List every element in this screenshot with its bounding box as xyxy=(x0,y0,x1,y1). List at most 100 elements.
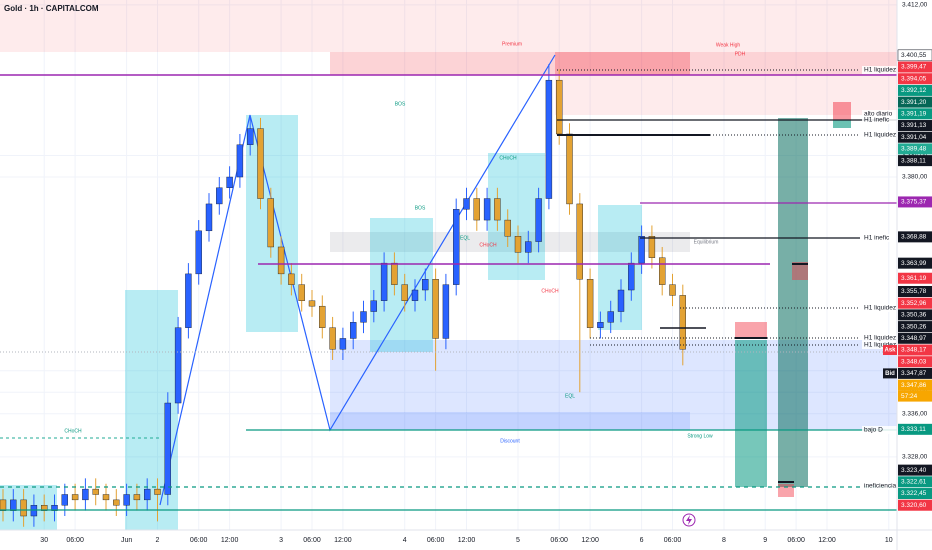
side-tag xyxy=(883,368,897,379)
line-label: H1 liquidez xyxy=(864,305,896,312)
x-tick-label: 5 xyxy=(516,537,520,544)
candle-body xyxy=(246,128,254,145)
zone xyxy=(778,484,794,497)
line-label: H1 liquidez xyxy=(864,67,896,74)
candle-body xyxy=(164,402,172,495)
price-tag-label: 3.322,61 xyxy=(901,479,927,486)
side-label: Bid xyxy=(885,371,895,377)
annotation: BOS xyxy=(415,205,426,211)
annotation: BOS xyxy=(395,101,406,107)
annotation: Equilibrium xyxy=(694,239,719,245)
price-tag xyxy=(898,84,932,96)
x-tick-label: 06:00 xyxy=(664,537,682,544)
line-label: H1 liquidez xyxy=(864,335,896,342)
price-tag xyxy=(898,488,932,500)
candle-body xyxy=(391,262,398,285)
candle-body xyxy=(216,187,223,205)
y-tick-label: 3.412,00 xyxy=(902,2,928,9)
line-label: alto diario xyxy=(864,111,893,118)
line-label-bg xyxy=(862,334,897,342)
price-tag xyxy=(898,423,932,435)
side-tag xyxy=(883,344,897,355)
price-tag-label: 3.348,03 xyxy=(901,358,927,365)
x-tick-label: 06:00 xyxy=(66,537,84,544)
price-tag xyxy=(898,108,932,120)
candle-body xyxy=(288,273,295,285)
candle-body xyxy=(174,327,182,404)
price-tag xyxy=(898,143,932,155)
line-label: ineficiencia D xyxy=(864,483,903,490)
x-tick-label: 30 xyxy=(40,537,48,544)
zone xyxy=(0,0,897,52)
candle-body xyxy=(525,241,532,253)
candle-body xyxy=(319,305,326,328)
candle-body xyxy=(226,176,233,188)
price-tag-label: 3.400,55 xyxy=(901,52,927,59)
x-tick-label: Jun xyxy=(121,537,132,544)
annotation: Weak High xyxy=(716,42,741,48)
price-tag xyxy=(898,257,932,269)
zone xyxy=(555,52,690,75)
price-tag-label: 3.322,45 xyxy=(901,490,927,497)
event-icon-bolt xyxy=(686,515,692,525)
chart-title: Gold · 1h · CAPITALCOM xyxy=(4,4,99,13)
candle-body xyxy=(205,203,213,232)
candle-body xyxy=(679,295,686,350)
annotation: PDH xyxy=(735,51,746,57)
candle-body xyxy=(442,284,450,339)
price-tag-label: 3.368,88 xyxy=(901,234,927,241)
line-label-bg xyxy=(862,426,897,434)
zone xyxy=(330,52,897,75)
candle-body xyxy=(648,236,656,258)
line-label: bajo D xyxy=(864,427,883,434)
price-tag-label: 3.350,36 xyxy=(901,312,927,319)
price-tag xyxy=(898,196,932,208)
price-tag-label: 3.361,19 xyxy=(901,275,927,282)
annotation: CHoCH xyxy=(479,242,497,248)
candle-body xyxy=(113,499,120,506)
annotation: Premium xyxy=(502,41,522,47)
x-tick-label: 12:00 xyxy=(581,537,599,544)
line-label-bg xyxy=(862,116,897,124)
price-tag xyxy=(898,321,932,333)
price-tag-label: 3.355,78 xyxy=(901,288,927,295)
zone xyxy=(330,412,690,430)
candle-body xyxy=(143,488,151,501)
price-tag xyxy=(898,155,932,167)
x-tick-label: 4 xyxy=(403,537,407,544)
price-tag xyxy=(898,96,932,108)
candle-body xyxy=(51,505,58,511)
candle-body xyxy=(102,494,110,501)
price-tag xyxy=(898,297,932,309)
x-tick-label: 06:00 xyxy=(303,537,321,544)
lines-layer: Premium Weak High PDH BOS BOS CHoCH EQL CHoCH CH… xyxy=(0,41,903,511)
y-tick-label: 3.336,00 xyxy=(902,410,928,417)
candle-body xyxy=(82,488,89,501)
structure-line xyxy=(159,54,556,506)
zone xyxy=(330,232,690,252)
candle-body xyxy=(370,300,377,312)
candle-body xyxy=(566,133,573,205)
price-tag-label: 3.392,12 xyxy=(901,87,927,94)
price-tag xyxy=(898,356,932,368)
zone xyxy=(833,120,851,128)
x-tick-label: 10 xyxy=(885,537,893,544)
x-tick-label: 12:00 xyxy=(334,537,352,544)
price-tag xyxy=(898,379,932,391)
candles-layer xyxy=(0,64,686,527)
candle-body xyxy=(422,279,429,291)
annotation: Discount xyxy=(500,438,520,444)
price-tag xyxy=(898,367,932,379)
price-tag-label: 3.388,11 xyxy=(901,157,926,164)
candle-body xyxy=(71,494,79,501)
candle-body xyxy=(185,273,192,328)
line-label-bg xyxy=(862,131,897,139)
candle-body xyxy=(0,499,7,511)
zone xyxy=(0,485,57,530)
y-tick-label: 3.328,00 xyxy=(902,454,928,461)
candle-body xyxy=(329,327,336,350)
price-tag-label: 3.352,96 xyxy=(901,300,927,307)
